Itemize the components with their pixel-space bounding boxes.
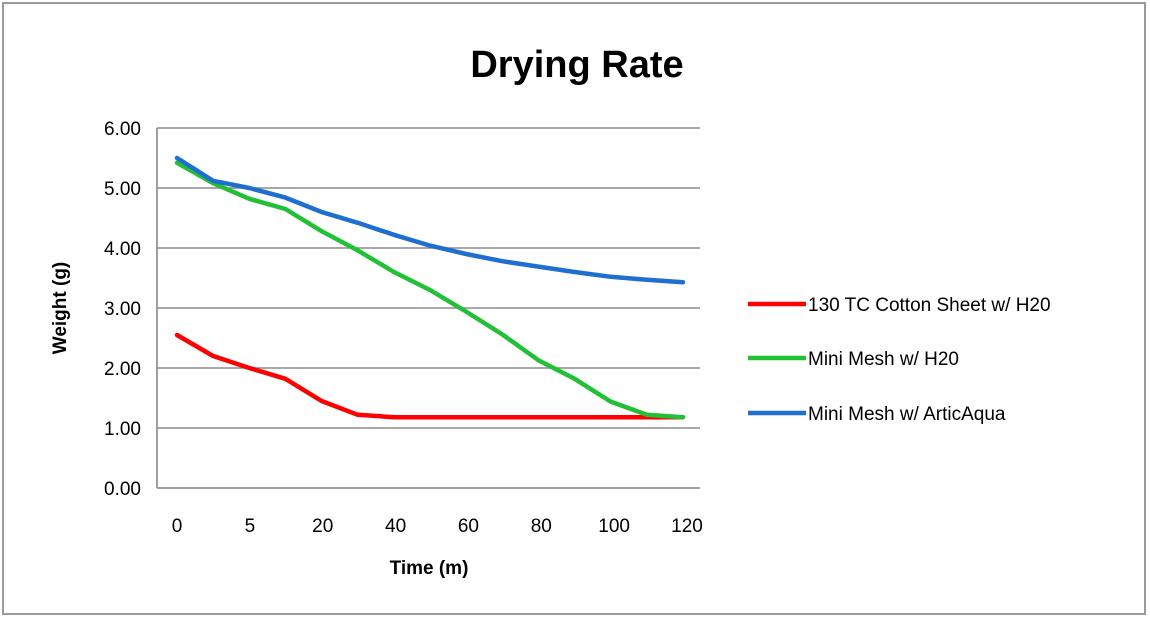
y-tick-label: 1.00 — [104, 419, 141, 440]
x-tick-label: 120 — [671, 516, 703, 537]
x-tick-label: 100 — [598, 516, 630, 537]
legend-label: 130 TC Cotton Sheet w/ H20 — [808, 295, 1051, 316]
legend-label: Mini Mesh w/ ArticAqua — [808, 404, 1006, 425]
y-tick-label: 6.00 — [104, 119, 141, 140]
x-tick-label: 0 — [172, 516, 183, 537]
series-line-2 — [174, 160, 686, 420]
y-tick-label: 2.00 — [104, 359, 141, 380]
x-tick-label: 5 — [245, 516, 256, 537]
legend-label: Mini Mesh w/ H20 — [808, 349, 959, 370]
x-tick-label: 40 — [385, 516, 406, 537]
y-axis-title: Weight (g) — [50, 262, 71, 355]
chart-title: Drying Rate — [470, 44, 683, 86]
x-tick-labels: 0 5 20 40 60 80 100 120 — [172, 516, 703, 537]
y-tick-labels: 0.00 1.00 2.00 3.00 4.00 5.00 6.00 — [104, 119, 141, 500]
x-axis-title: Time (m) — [390, 558, 469, 579]
series-lines — [174, 155, 686, 420]
y-tick-label: 5.00 — [104, 179, 141, 200]
x-tick-label: 20 — [312, 516, 333, 537]
x-tick-label: 60 — [458, 516, 479, 537]
y-tick-label: 0.00 — [104, 479, 141, 500]
x-tick-label: 80 — [531, 516, 552, 537]
legend: 130 TC Cotton Sheet w/ H20 Mini Mesh w/ H… — [748, 295, 1051, 425]
y-tick-label: 4.00 — [104, 239, 141, 260]
y-tick-label: 3.00 — [104, 299, 141, 320]
series-line-1 — [174, 332, 686, 420]
series-line-3 — [174, 155, 686, 285]
